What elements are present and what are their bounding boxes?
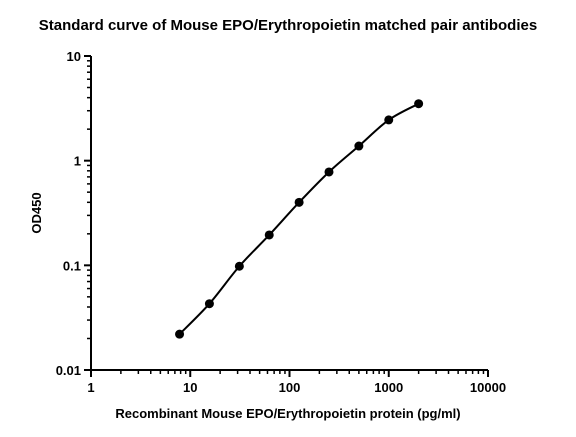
y-tick-label: 10: [67, 49, 81, 64]
x-tick-label: 100: [279, 380, 301, 395]
data-point: [204, 299, 214, 309]
data-point: [264, 230, 274, 240]
data-point: [414, 99, 424, 109]
ticks: 0.01 0.1 1 10 1 10 100 1000 10000: [56, 49, 506, 395]
x-axis-label: Recombinant Mouse EPO/Erythropoietin pro…: [115, 406, 460, 421]
series: [175, 99, 424, 339]
data-point: [354, 141, 364, 151]
y-tick-label: 0.01: [56, 363, 81, 378]
data-point: [234, 261, 244, 271]
data-point: [175, 329, 185, 339]
chart-title: Standard curve of Mouse EPO/Erythropoiet…: [39, 17, 537, 34]
data-point: [294, 197, 304, 207]
data-point: [384, 115, 394, 125]
y-tick-label: 1: [74, 154, 81, 169]
y-tick-label: 0.1: [63, 258, 81, 273]
x-tick-label: 10000: [470, 380, 506, 395]
fit-curve: [178, 102, 420, 335]
x-tick-label: 10: [183, 380, 197, 395]
y-axis-label: OD450: [29, 192, 44, 233]
x-tick-label: 1000: [374, 380, 403, 395]
x-tick-label: 1: [87, 380, 94, 395]
data-point: [324, 167, 334, 177]
